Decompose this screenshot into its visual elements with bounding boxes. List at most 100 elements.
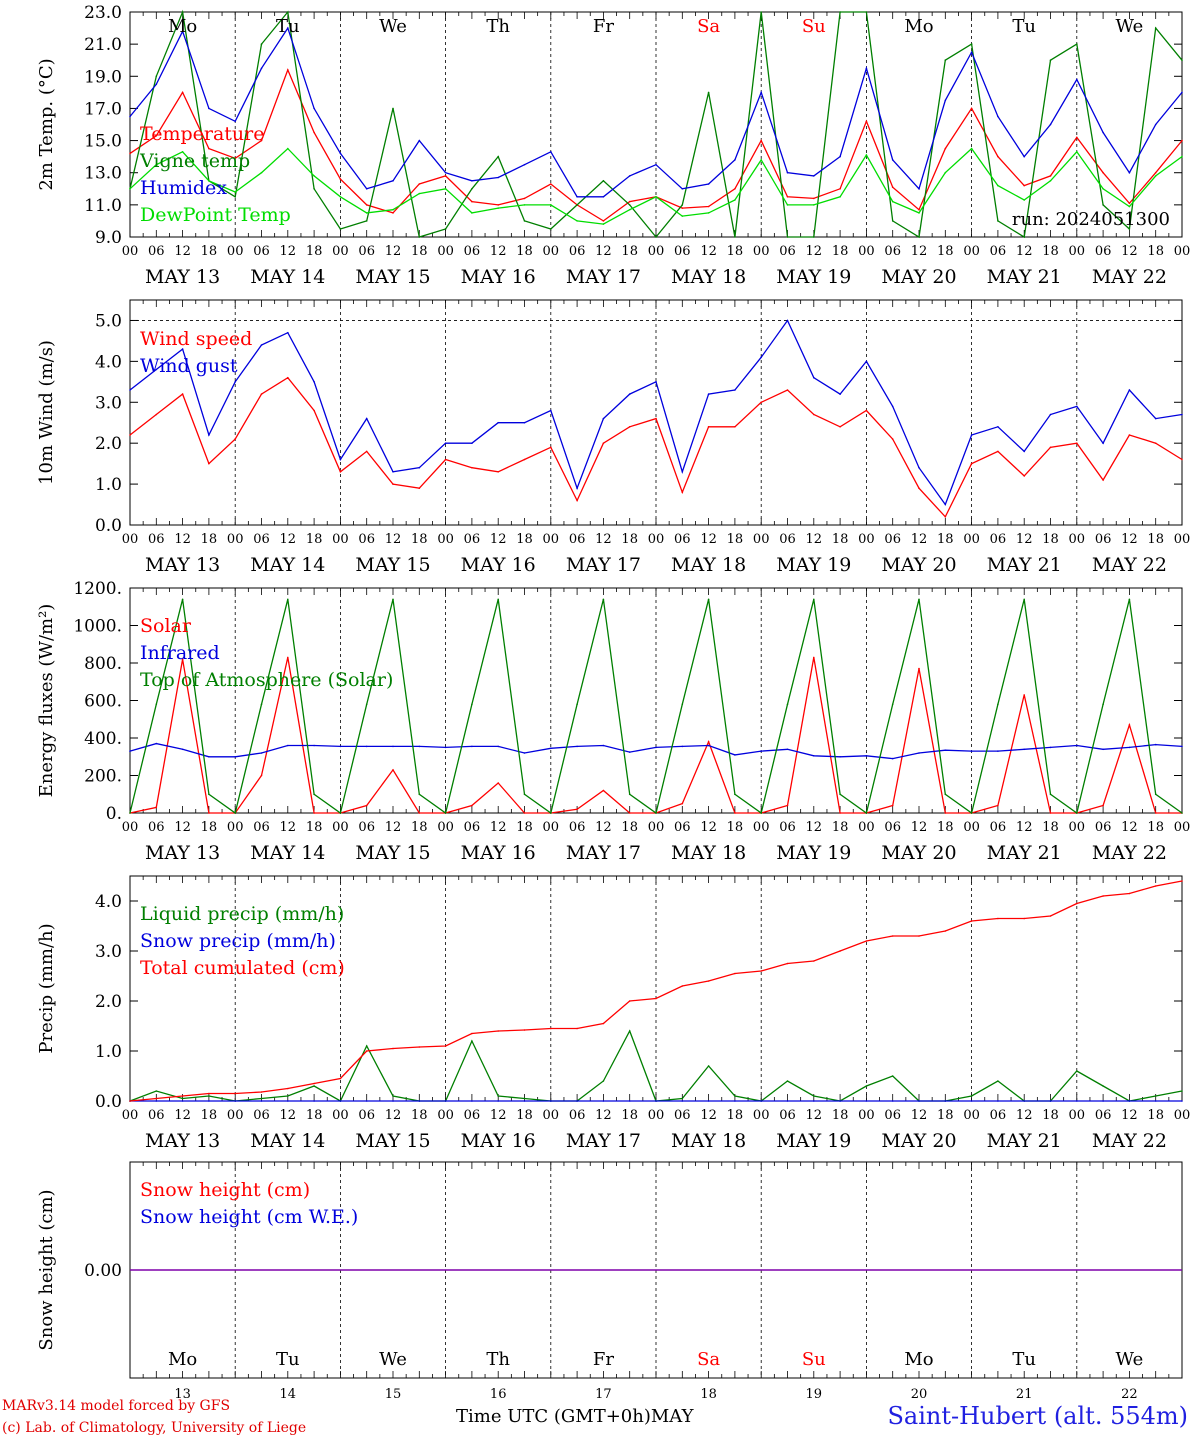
data-point <box>208 147 210 150</box>
data-point <box>1076 1100 1078 1102</box>
hour-tick-label: 06 <box>990 244 1007 259</box>
data-point <box>234 1092 236 1095</box>
date-label: MAY 14 <box>250 842 325 864</box>
hour-tick-label: 18 <box>937 1108 954 1123</box>
data-point <box>813 656 815 659</box>
data-point <box>392 471 394 473</box>
hour-tick-label: 00 <box>122 244 139 259</box>
data-point <box>1076 902 1078 905</box>
hour-tick-label: 12 <box>280 820 297 835</box>
data-point <box>1102 188 1104 190</box>
hour-tick-label: 12 <box>595 244 612 259</box>
hour-tick-label: 18 <box>727 244 744 259</box>
data-point <box>1181 880 1183 882</box>
data-point <box>523 793 526 796</box>
hour-tick-label: 06 <box>464 532 481 547</box>
data-point <box>208 107 210 110</box>
data-point <box>865 755 868 757</box>
y-tick-label: 0.00 <box>84 1261 122 1281</box>
data-point <box>365 1050 368 1052</box>
hour-tick-label: 18 <box>1147 1108 1164 1123</box>
data-point <box>997 804 999 807</box>
data-point <box>444 188 447 190</box>
data-point <box>970 147 973 150</box>
data-point <box>576 499 578 502</box>
hour-tick-label: 12 <box>911 1108 928 1123</box>
data-point <box>891 757 894 760</box>
data-point <box>550 204 552 206</box>
data-point <box>313 381 315 383</box>
hour-tick-label: 18 <box>201 532 218 547</box>
hour-tick-label: 00 <box>753 244 770 259</box>
data-point <box>418 1100 421 1102</box>
hour-tick-label: 18 <box>516 244 533 259</box>
weekday-label: Th <box>486 16 510 37</box>
data-point <box>313 107 315 110</box>
data-point <box>1154 27 1157 29</box>
hour-tick-label: 00 <box>1174 532 1191 547</box>
date-label: MAY 16 <box>461 266 536 288</box>
hour-tick-label: 12 <box>700 1108 717 1123</box>
data-point <box>813 204 815 206</box>
data-point <box>444 442 447 445</box>
data-point <box>655 746 657 749</box>
panel-5: 0.00 Snow height (cm) Snow height (cm) Snow… <box>36 1161 1183 1402</box>
hour-tick-label: 00 <box>437 244 454 259</box>
data-point <box>1128 205 1131 208</box>
data-point <box>497 207 500 209</box>
hour-tick-label: 06 <box>779 820 796 835</box>
data-point <box>1049 175 1052 177</box>
hour-tick-label: 00 <box>858 820 875 835</box>
hour-tick-label: 00 <box>122 1108 139 1123</box>
data-point <box>707 212 710 214</box>
data-point <box>1076 136 1078 139</box>
data-point <box>602 789 605 792</box>
hour-tick-label: 00 <box>332 820 349 835</box>
data-point <box>813 236 815 238</box>
weekday-label: Tu <box>1012 16 1036 37</box>
legend-entry: Liquid precip (mm/h) <box>140 903 344 925</box>
day-number-label: 19 <box>806 1387 823 1402</box>
data-point <box>655 812 657 814</box>
hour-tick-label: 18 <box>516 532 533 547</box>
hour-tick-label: 00 <box>858 244 875 259</box>
data-point <box>1049 59 1052 61</box>
data-point <box>471 212 473 214</box>
data-point <box>734 812 736 814</box>
data-point <box>891 1100 894 1102</box>
hour-tick-label: 06 <box>358 244 375 259</box>
data-point <box>155 413 158 416</box>
data-point <box>1128 434 1131 436</box>
hour-tick-label: 00 <box>858 532 875 547</box>
data-point <box>839 756 841 758</box>
data-point <box>365 745 368 748</box>
data-point <box>313 793 315 796</box>
data-point <box>523 1097 526 1100</box>
hour-tick-label: 18 <box>832 244 849 259</box>
data-point <box>260 752 263 754</box>
data-point <box>734 236 736 238</box>
data-point <box>287 11 289 13</box>
data-point <box>497 155 500 158</box>
y-axis-label: 2m Temp. (°C) <box>36 58 57 190</box>
date-label: MAY 19 <box>776 554 851 576</box>
hour-tick-label: 06 <box>884 244 901 259</box>
data-point <box>208 1092 210 1095</box>
date-label: MAY 15 <box>355 266 430 288</box>
weekday-label: Su <box>802 1349 826 1370</box>
data-point <box>1076 744 1078 747</box>
data-point <box>181 598 184 601</box>
data-point <box>418 236 421 238</box>
hour-tick-label: 18 <box>727 820 744 835</box>
data-point <box>813 175 815 177</box>
hour-tick-label: 12 <box>490 532 507 547</box>
y-tick-label: 600. <box>84 692 122 712</box>
hour-tick-label: 18 <box>937 244 954 259</box>
hour-tick-label: 18 <box>516 1108 533 1123</box>
data-point <box>891 220 894 222</box>
data-point <box>1023 155 1025 158</box>
hour-tick-label: 00 <box>437 1108 454 1123</box>
data-point <box>365 703 368 706</box>
data-point <box>602 1080 605 1082</box>
data-point <box>444 1100 447 1102</box>
